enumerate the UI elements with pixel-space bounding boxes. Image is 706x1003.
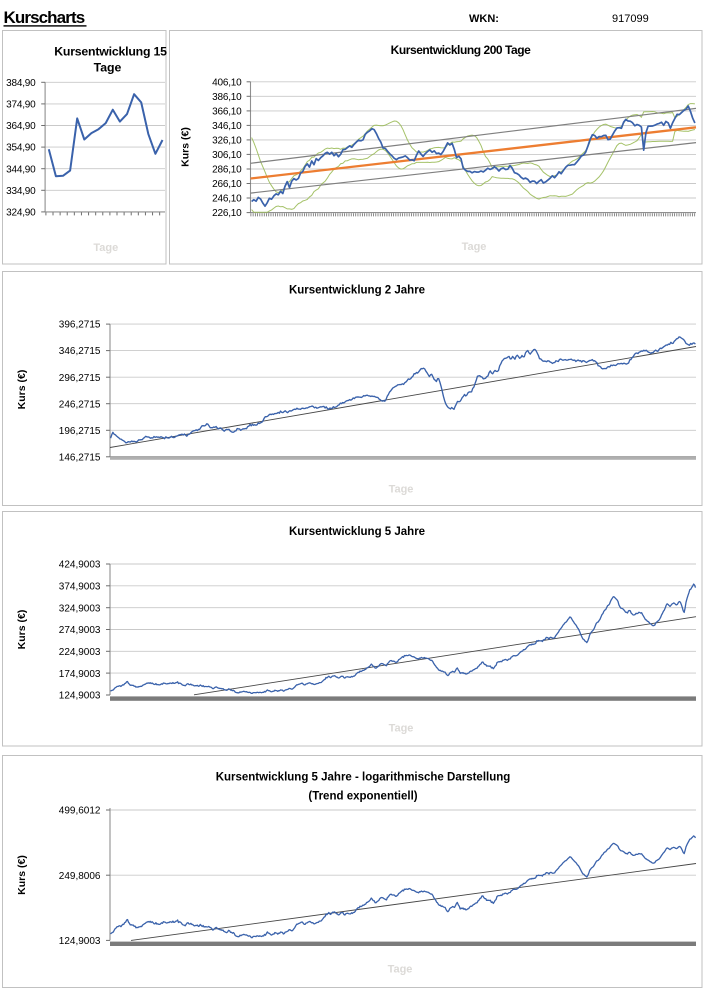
svg-text:396,2715: 396,2715 bbox=[59, 320, 101, 331]
svg-text:364,90: 364,90 bbox=[6, 121, 36, 132]
svg-text:374,90: 374,90 bbox=[6, 100, 36, 111]
svg-text:306,10: 306,10 bbox=[212, 150, 242, 161]
svg-text:Tage: Tage bbox=[94, 61, 122, 75]
svg-text:Tage: Tage bbox=[389, 484, 414, 496]
svg-text:124,9003: 124,9003 bbox=[59, 691, 101, 702]
svg-text:246,2715: 246,2715 bbox=[59, 399, 101, 410]
svg-text:917099: 917099 bbox=[612, 13, 649, 25]
svg-text:384,90: 384,90 bbox=[6, 78, 36, 89]
svg-text:Tage: Tage bbox=[389, 723, 414, 735]
svg-text:424,9003: 424,9003 bbox=[59, 560, 101, 571]
svg-text:196,2715: 196,2715 bbox=[59, 426, 101, 437]
svg-text:344,90: 344,90 bbox=[6, 164, 36, 175]
svg-text:326,10: 326,10 bbox=[212, 136, 242, 147]
svg-text:Kursentwicklung 200 Tage: Kursentwicklung 200 Tage bbox=[391, 43, 531, 57]
svg-text:Tage: Tage bbox=[93, 242, 118, 254]
svg-text:374,9003: 374,9003 bbox=[59, 581, 101, 592]
svg-text:Kursentwicklung 15: Kursentwicklung 15 bbox=[54, 45, 167, 59]
svg-text:Kursentwicklung 5 Jahre - loga: Kursentwicklung 5 Jahre - logarithmische… bbox=[216, 772, 511, 784]
svg-text:Kurscharts: Kurscharts bbox=[4, 8, 85, 27]
svg-text:Kurs (€): Kurs (€) bbox=[16, 855, 28, 895]
svg-text:226,10: 226,10 bbox=[212, 208, 242, 219]
svg-text:Kursentwicklung 5 Jahre: Kursentwicklung 5 Jahre bbox=[289, 526, 425, 538]
svg-text:366,10: 366,10 bbox=[212, 107, 242, 118]
svg-text:Kurs (€): Kurs (€) bbox=[180, 127, 192, 167]
svg-text:Kurs (€): Kurs (€) bbox=[16, 370, 28, 410]
svg-text:346,10: 346,10 bbox=[212, 121, 242, 132]
svg-text:334,90: 334,90 bbox=[6, 186, 36, 197]
svg-text:286,10: 286,10 bbox=[212, 165, 242, 176]
svg-text:346,2715: 346,2715 bbox=[59, 346, 101, 357]
svg-text:Tage: Tage bbox=[388, 964, 413, 976]
svg-text:249,8006: 249,8006 bbox=[59, 871, 101, 882]
svg-text:274,9003: 274,9003 bbox=[59, 625, 101, 636]
svg-text:Kursentwicklung 2 Jahre: Kursentwicklung 2 Jahre bbox=[289, 285, 425, 297]
svg-text:174,9003: 174,9003 bbox=[59, 669, 101, 680]
svg-text:406,10: 406,10 bbox=[212, 77, 242, 88]
svg-text:296,2715: 296,2715 bbox=[59, 373, 101, 384]
svg-text:(Trend exponentiell): (Trend exponentiell) bbox=[308, 791, 417, 803]
svg-text:124,9003: 124,9003 bbox=[59, 936, 101, 947]
svg-text:WKN:: WKN: bbox=[469, 13, 499, 25]
svg-text:354,90: 354,90 bbox=[6, 143, 36, 154]
svg-text:246,10: 246,10 bbox=[212, 194, 242, 205]
svg-text:Tage: Tage bbox=[462, 241, 487, 253]
svg-text:146,2715: 146,2715 bbox=[59, 452, 101, 463]
svg-text:386,10: 386,10 bbox=[212, 92, 242, 103]
svg-text:499,6012: 499,6012 bbox=[59, 806, 101, 817]
svg-text:224,9003: 224,9003 bbox=[59, 647, 101, 658]
svg-text:266,10: 266,10 bbox=[212, 179, 242, 190]
svg-text:324,90: 324,90 bbox=[6, 208, 36, 219]
svg-text:Kurs (€): Kurs (€) bbox=[16, 610, 28, 650]
svg-text:324,9003: 324,9003 bbox=[59, 603, 101, 614]
